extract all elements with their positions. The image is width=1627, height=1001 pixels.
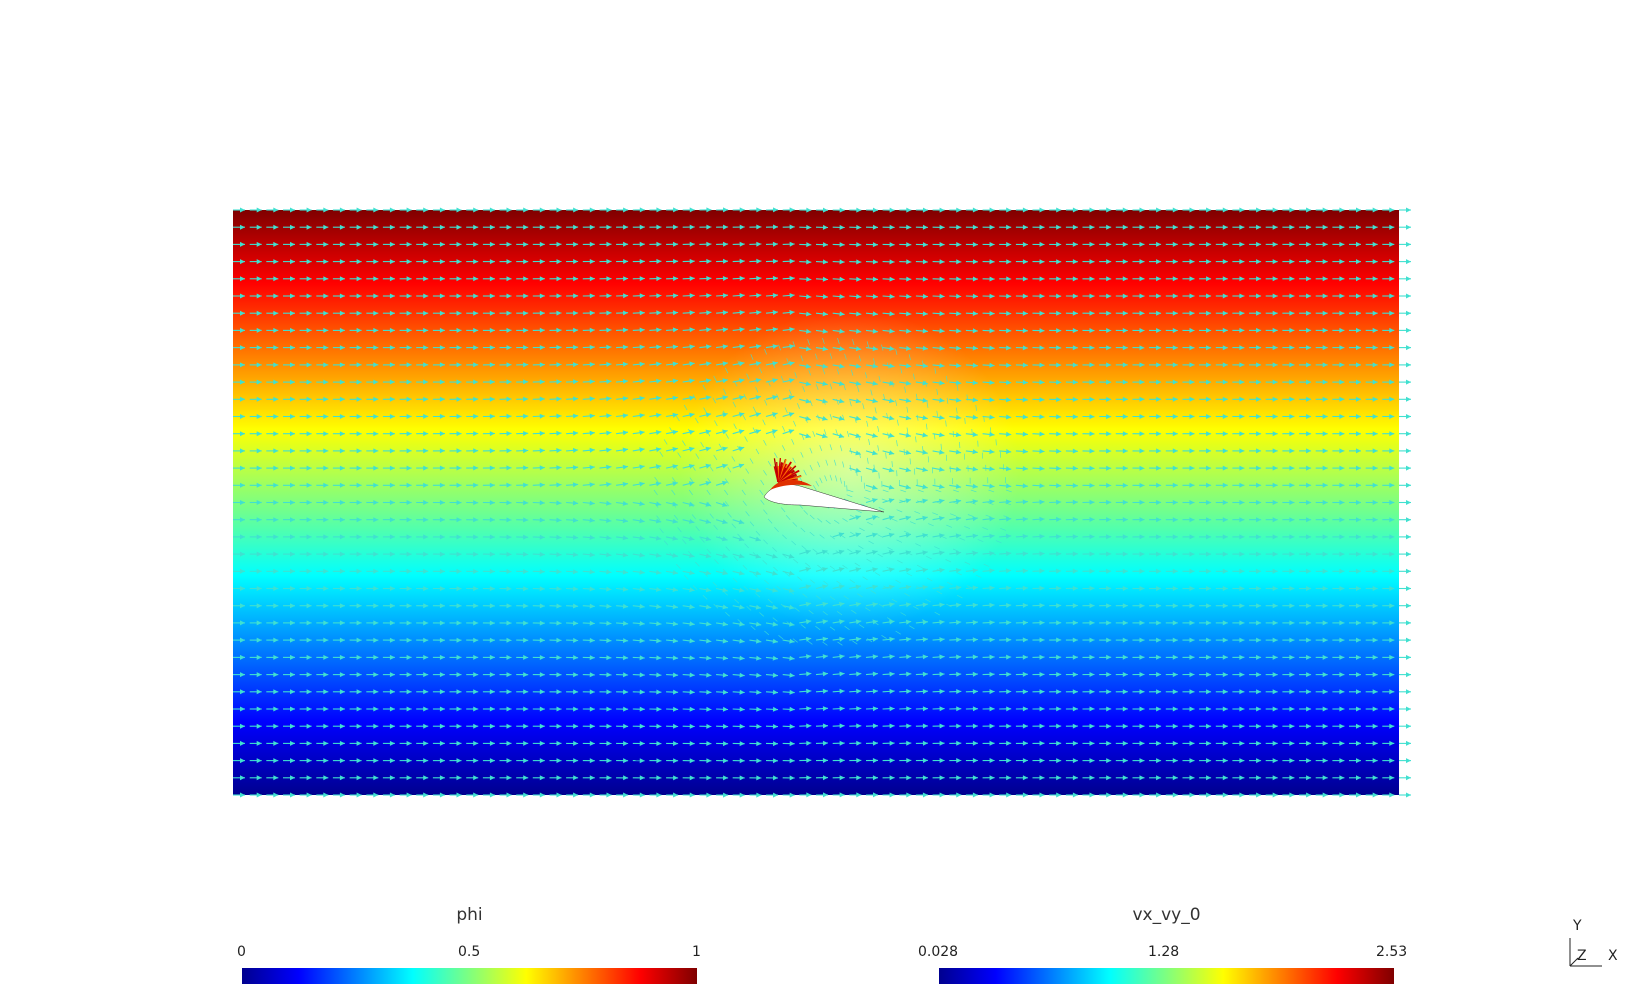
colorbar-mid-label: 1.28 — [1148, 944, 1180, 960]
colorbar-max-label: 1 — [692, 944, 701, 960]
colorbar-gradient — [242, 968, 697, 984]
axes-lines — [1569, 938, 1602, 967]
colorbar-title: phi — [456, 905, 483, 925]
colorbar-vx-vy-0: vx_vy_0 0.028 1.28 2.53 — [918, 905, 1407, 985]
orientation-axes-triad: Y Z X — [1566, 918, 1626, 968]
velocity-glyph-layer — [233, 207, 1411, 798]
colorbar-title: vx_vy_0 — [1132, 905, 1201, 925]
colorbar-mid-label: 0.5 — [458, 944, 481, 960]
colorbar-min-label: 0.028 — [918, 944, 959, 960]
axis-z-label: Z — [1577, 948, 1587, 964]
airfoil — [763, 458, 885, 513]
axis-x-label: X — [1608, 948, 1618, 964]
axis-y-label: Y — [1573, 918, 1582, 934]
colorbar-max-label: 2.53 — [1376, 944, 1408, 960]
near-field-glyph-cloud — [680, 310, 1020, 630]
colorbar-phi: phi 0 0.5 1 — [237, 905, 701, 985]
leading-edge-glyphs — [770, 458, 812, 490]
colorbar-gradient — [939, 968, 1394, 984]
colorbar-min-label: 0 — [237, 944, 246, 960]
